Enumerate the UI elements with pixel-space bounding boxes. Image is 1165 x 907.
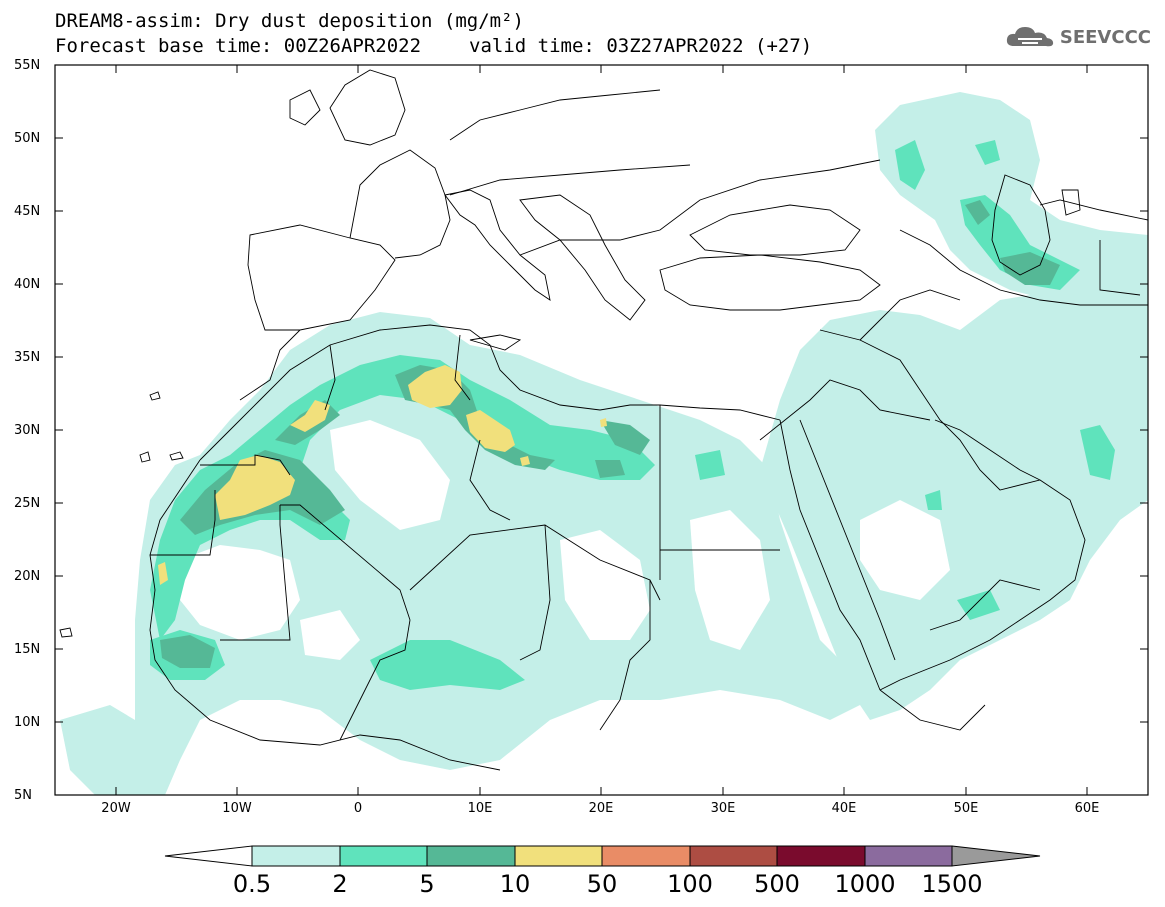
base-time: Forecast base time: 00Z26APR2022	[55, 35, 422, 57]
colorbar-bin-1	[339, 845, 428, 867]
dust-field	[60, 92, 1148, 795]
valid-time: valid time: 03Z27APR2022 (+27)	[469, 35, 813, 57]
lat-tick-label: 40N	[14, 277, 41, 292]
axis-ticks	[55, 64, 1148, 796]
lat-tick-label: 45N	[14, 204, 41, 219]
colorbar-bin-3	[514, 845, 603, 867]
lat-tick-label: 25N	[14, 496, 41, 511]
colorbar-under-triangle	[164, 845, 253, 867]
logo-text: SEEVCCC	[1059, 26, 1151, 48]
lat-tick-label: 10N	[14, 715, 41, 730]
colorbar-over-triangle	[951, 845, 1041, 867]
colorbar-label: 1000	[834, 870, 896, 898]
lon-tick-label: 60E	[1074, 801, 1100, 816]
colorbar-bin-5	[689, 845, 778, 867]
cloud-icon	[1006, 27, 1053, 47]
lat-tick-label: 30N	[14, 423, 41, 438]
colorbar-label: 0.5	[232, 870, 272, 898]
colorbar-label: 1500	[921, 870, 983, 898]
colorbar-bin-0	[251, 845, 341, 867]
colorbar-label: 10	[499, 870, 531, 898]
colorbar-bin-2	[426, 845, 516, 867]
lon-tick-label: 20E	[588, 801, 614, 816]
colorbar-bin-6	[776, 845, 866, 867]
lat-tick-label: 15N	[14, 642, 41, 657]
lat-tick-label: 35N	[14, 350, 41, 365]
lon-tick-label: 30E	[710, 801, 736, 816]
seevccc-logo: SEEVCCC	[1004, 24, 1151, 50]
lon-tick-label: 10E	[467, 801, 493, 816]
lon-tick-label: 20W	[101, 801, 131, 816]
dust-clear-areas	[180, 420, 950, 660]
time-info: Forecast base time: 00Z26APR2022 valid ti…	[55, 35, 812, 57]
lat-tick-label: 5N	[14, 788, 32, 803]
colorbar-label: 500	[754, 870, 800, 898]
lon-tick-label: 0	[353, 801, 363, 816]
lat-tick-label: 50N	[14, 131, 41, 146]
lon-tick-label: 50E	[953, 801, 979, 816]
lon-tick-label: 10W	[222, 801, 252, 816]
colorbar-bin-7	[864, 845, 953, 867]
lat-tick-label: 55N	[14, 58, 41, 73]
colorbar-label: 5	[419, 870, 435, 898]
map-title: DREAM8-assim: Dry dust deposition (mg/m²…	[55, 10, 524, 32]
colorbar	[164, 845, 1041, 867]
lat-tick-label: 20N	[14, 569, 41, 584]
coastlines-borders	[59, 69, 1149, 771]
dust-level-0-5	[60, 92, 1148, 795]
colorbar-label: 2	[332, 870, 348, 898]
lon-tick-label: 40E	[831, 801, 857, 816]
dust-level-10	[158, 365, 607, 585]
colorbar-bin-4	[601, 845, 691, 867]
colorbar-label: 50	[586, 870, 618, 898]
colorbar-label: 100	[667, 870, 713, 898]
